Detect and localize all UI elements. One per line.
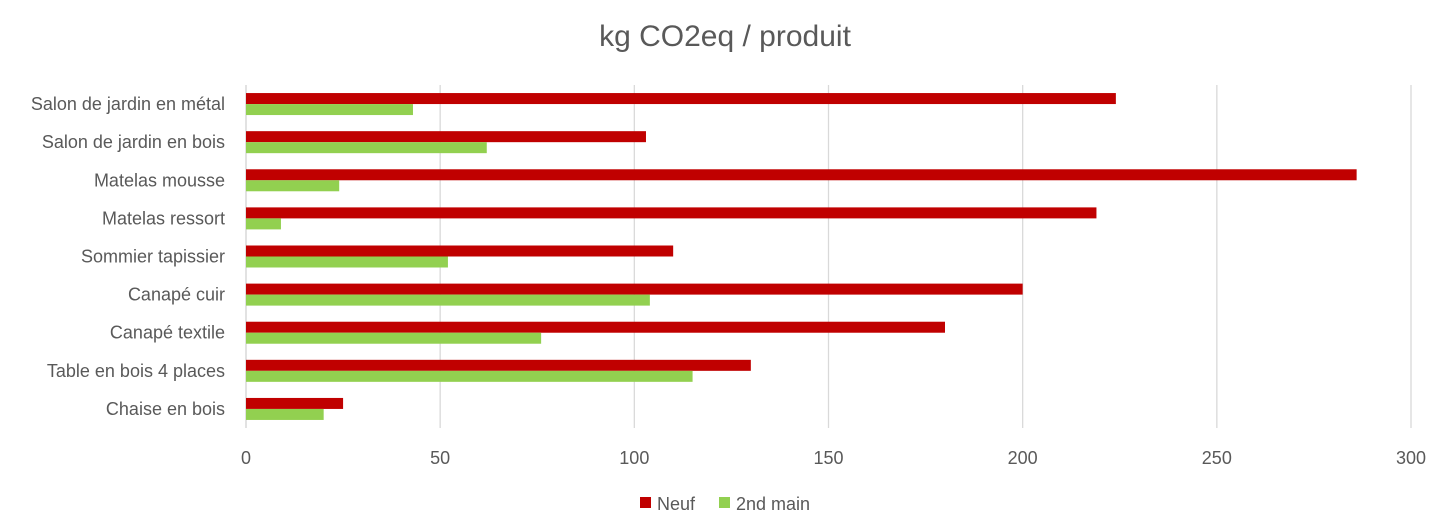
bar-neuf xyxy=(246,359,751,371)
x-tick-labels: 0 50 100 150 200 250 300 xyxy=(241,448,1426,468)
bar-seconde-main xyxy=(246,294,650,306)
bars xyxy=(246,93,1357,420)
chart-title: kg CO2eq / produit xyxy=(599,20,851,53)
x-tick-label: 250 xyxy=(1202,448,1232,468)
bar-neuf xyxy=(246,131,646,143)
x-tick-label: 0 xyxy=(241,448,251,468)
bar-neuf xyxy=(246,283,1023,295)
x-tick-label: 300 xyxy=(1396,448,1426,468)
legend-swatch xyxy=(719,497,730,508)
bar-seconde-main xyxy=(246,180,340,192)
category-label: Chaise en bois xyxy=(106,399,225,419)
bar-neuf xyxy=(246,397,344,409)
category-label: Canapé textile xyxy=(110,323,225,343)
category-label: Matelas ressort xyxy=(102,208,225,228)
x-tick-label: 150 xyxy=(813,448,843,468)
bar-seconde-main xyxy=(246,104,413,116)
bar-neuf xyxy=(246,245,674,257)
legend-swatch xyxy=(640,497,651,508)
bar-seconde-main xyxy=(246,370,693,382)
legend: Neuf 2nd main xyxy=(640,494,810,514)
bar-seconde-main xyxy=(246,408,324,420)
bar-neuf xyxy=(246,169,1357,181)
category-label: Table en bois 4 places xyxy=(47,361,225,381)
bar-neuf xyxy=(246,321,945,333)
bar-seconde-main xyxy=(246,142,487,154)
category-label: Salon de jardin en métal xyxy=(31,94,225,114)
bar-seconde-main xyxy=(246,332,542,344)
category-label: Salon de jardin en bois xyxy=(42,132,225,152)
bar-neuf xyxy=(246,93,1116,105)
category-label: Canapé cuir xyxy=(128,285,225,305)
bar-seconde-main xyxy=(246,218,281,230)
category-label: Matelas mousse xyxy=(94,170,225,190)
x-tick-label: 200 xyxy=(1008,448,1038,468)
category-labels: Salon de jardin en métal Salon de jardin … xyxy=(31,94,225,419)
x-tick-label: 100 xyxy=(619,448,649,468)
category-label: Sommier tapissier xyxy=(81,247,225,267)
x-tick-label: 50 xyxy=(430,448,450,468)
legend-label: 2nd main xyxy=(736,494,810,514)
bar-neuf xyxy=(246,207,1097,219)
bar-seconde-main xyxy=(246,256,448,268)
legend-label: Neuf xyxy=(657,494,696,514)
